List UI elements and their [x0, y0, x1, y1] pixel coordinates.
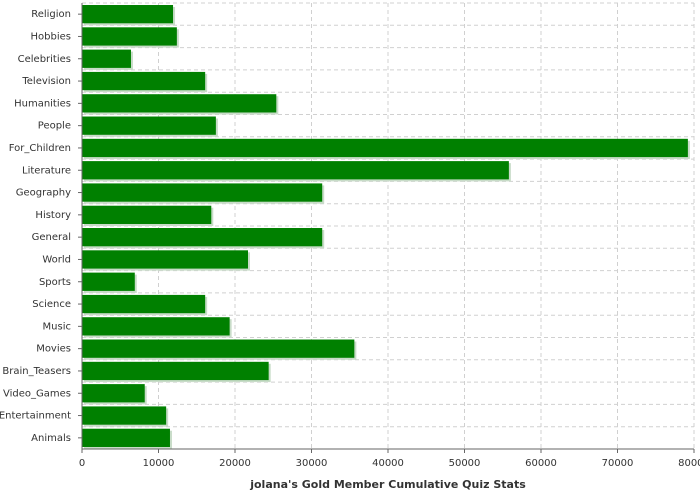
bar [82, 5, 174, 24]
bar [82, 272, 135, 291]
y-tick-label: Animals [31, 433, 71, 444]
y-tick-label: Celebrities [18, 54, 71, 65]
y-tick-label: Religion [31, 9, 71, 20]
y-tick-label: History [35, 210, 71, 221]
y-tick-label: Hobbies [31, 31, 71, 42]
y-tick-label: Literature [22, 165, 71, 176]
x-tick-label: 10000 [143, 458, 175, 469]
bar [82, 94, 277, 113]
y-tick-label: Sports [39, 277, 71, 288]
x-tick-label: 50000 [449, 458, 481, 469]
bar [82, 71, 206, 91]
bar [82, 138, 688, 158]
bar [82, 339, 355, 358]
x-tick-label: 40000 [372, 458, 404, 469]
y-tick-label: Entertainment [0, 411, 71, 422]
y-tick-label: World [42, 254, 71, 265]
bar [82, 406, 167, 425]
x-tick-label: 20000 [219, 458, 251, 469]
y-tick-label: Science [32, 299, 71, 310]
bar [82, 384, 145, 403]
bar [82, 317, 230, 336]
y-tick-label: Brain_Teasers [2, 366, 71, 377]
y-tick-label: People [38, 121, 71, 132]
x-tick-label: 70000 [602, 458, 634, 469]
bar [82, 228, 323, 247]
bar [82, 49, 131, 68]
x-tick-label: 30000 [296, 458, 328, 469]
bar [82, 27, 177, 46]
y-tick-label: Television [21, 76, 71, 87]
x-tick-label: 60000 [525, 458, 557, 469]
y-tick-label: Movies [36, 344, 71, 355]
bar [82, 116, 216, 135]
bar [82, 161, 509, 180]
bar [82, 250, 249, 269]
x-axis-label: jolana's Gold Member Cumulative Quiz Sta… [249, 478, 526, 491]
bar [82, 183, 323, 202]
bar [82, 428, 170, 447]
bar [82, 361, 269, 381]
y-tick-label: General [32, 232, 71, 243]
x-tick-label: 0 [79, 458, 85, 469]
y-tick-label: Music [43, 321, 71, 332]
bar [82, 294, 206, 314]
y-tick-label: Humanities [14, 98, 71, 109]
y-tick-label: Geography [16, 188, 71, 199]
bar [82, 205, 212, 224]
y-tick-label: For_Children [9, 143, 71, 154]
x-tick-label: 80000 [678, 458, 700, 469]
y-tick-label: Video_Games [3, 388, 71, 399]
